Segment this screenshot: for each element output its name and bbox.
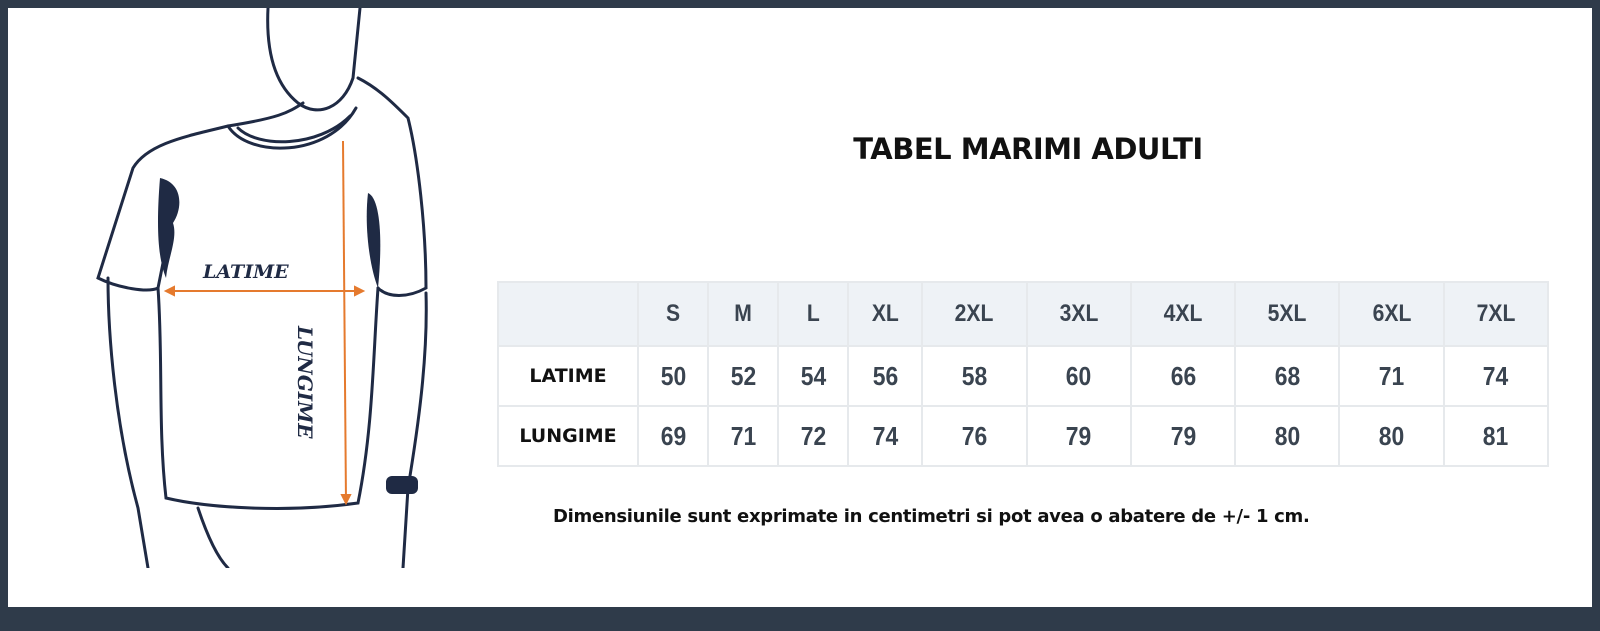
measurement-value: 54 [800, 360, 826, 391]
measurement-value: 58 [961, 360, 988, 391]
measurement-cell: 66 [1129, 345, 1237, 407]
size-label: XL [871, 300, 899, 327]
size-label: L [806, 300, 820, 327]
measurement-cell: 79 [1129, 405, 1237, 467]
size-label: M [734, 300, 752, 327]
size-label: 5XL [1267, 300, 1307, 327]
measurement-cell: 69 [636, 405, 710, 467]
measurement-value: 60 [1065, 360, 1092, 391]
size-label: 2XL [955, 300, 994, 327]
measurement-cell: 58 [921, 345, 1028, 407]
measurement-cell: 60 [1025, 345, 1132, 407]
row-label: LATIME [497, 345, 639, 407]
page-title: TABEL MARIMI ADULTI [853, 132, 1203, 166]
measurement-value: 74 [1483, 360, 1509, 391]
measurement-cell: 74 [847, 405, 924, 467]
tshirt-measurement-illustration: LATIME LUNGIME [96, 8, 428, 568]
size-label: 4XL [1163, 300, 1203, 327]
size-header-xl: XL [847, 281, 924, 347]
table-row-latime: LATIME 50 52 54 56 58 60 66 68 71 74 [497, 345, 1550, 407]
tolerance-note: Dimensiunile sunt exprimate in centimetr… [553, 506, 1310, 527]
measurement-value: 79 [1170, 420, 1196, 451]
measurement-cell: 50 [636, 345, 710, 407]
size-chart-canvas: LATIME LUNGIME TABEL MARIMI ADULTI S M L XL… [8, 8, 1592, 607]
size-header-7xl: 7XL [1442, 281, 1550, 347]
size-header-2xl: 2XL [921, 281, 1028, 347]
size-header-6xl: 6XL [1338, 281, 1445, 347]
lungime-label: LUNGIME [293, 325, 317, 439]
measurement-value: 81 [1483, 420, 1509, 451]
measurement-cell: 52 [707, 345, 780, 407]
measurement-cell: 71 [1338, 345, 1445, 407]
measurement-value: 74 [872, 420, 898, 451]
measurement-value: 76 [961, 420, 988, 451]
size-header-m: M [707, 281, 780, 347]
size-header-4xl: 4XL [1129, 281, 1237, 347]
measurement-value: 71 [730, 420, 756, 451]
measurement-cell: 71 [707, 405, 780, 467]
measurement-cell: 72 [777, 405, 850, 467]
measurement-cell: 54 [777, 345, 850, 407]
measurement-value: 56 [872, 360, 898, 391]
measurement-value: 68 [1274, 360, 1300, 391]
measurement-cell: 76 [921, 405, 1028, 467]
size-header-5xl: 5XL [1234, 281, 1341, 347]
measurement-cell: 79 [1025, 405, 1132, 467]
row-label: LUNGIME [497, 405, 639, 467]
size-header-row: S M L XL 2XL 3XL 4XL 5XL 6XL 7XL [497, 281, 1550, 347]
size-header-s: S [636, 281, 710, 347]
measurement-value: 69 [660, 420, 686, 451]
size-label: 6XL [1372, 300, 1411, 327]
measurement-cell: 80 [1338, 405, 1445, 467]
measurement-cell: 56 [847, 345, 924, 407]
measurement-value: 52 [730, 360, 756, 391]
size-header-3xl: 3XL [1025, 281, 1132, 347]
measurement-value: 50 [660, 360, 686, 391]
measurement-value: 79 [1065, 420, 1092, 451]
measurement-value: 80 [1274, 420, 1300, 451]
measurement-value: 72 [800, 420, 826, 451]
measurement-cell: 74 [1442, 345, 1550, 407]
corner-cell [497, 281, 639, 347]
measurement-cell: 80 [1234, 405, 1341, 467]
latime-label: LATIME [202, 261, 289, 283]
measurement-cell: 81 [1442, 405, 1550, 467]
size-label: 3XL [1059, 300, 1099, 327]
measurement-value: 66 [1170, 360, 1196, 391]
table-row-lungime: LUNGIME 69 71 72 74 76 79 79 80 80 81 [497, 405, 1550, 467]
size-header-l: L [777, 281, 850, 347]
measurement-value: 80 [1378, 420, 1405, 451]
size-label: 7XL [1476, 300, 1516, 327]
measurement-value: 71 [1378, 360, 1405, 391]
measurement-cell: 68 [1234, 345, 1341, 407]
size-table: S M L XL 2XL 3XL 4XL 5XL 6XL 7XL LATIME 50 52 54 56 58… [497, 281, 1550, 467]
size-label: S [665, 300, 681, 327]
